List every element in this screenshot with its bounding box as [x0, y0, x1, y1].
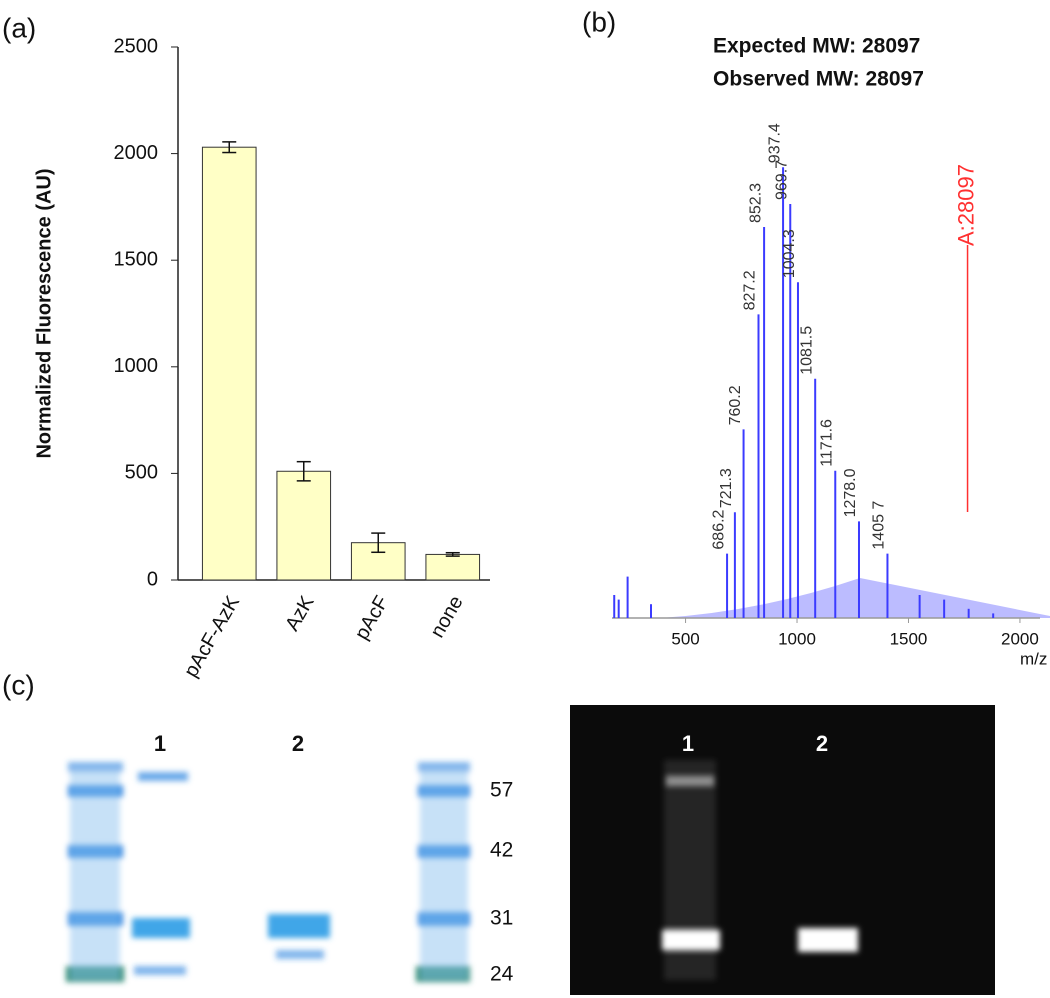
marker-label: 31 — [490, 907, 513, 930]
bar — [201, 146, 257, 581]
peak-label: 721.3 — [718, 468, 735, 508]
peak-label: 827.2 — [742, 270, 759, 310]
chart-title: Observed MW: 28097 — [713, 68, 924, 91]
panel-label: (b) — [582, 6, 616, 37]
x-tick-label: 2000 — [1001, 629, 1039, 648]
bar — [425, 553, 481, 581]
bar — [276, 470, 332, 581]
error-bar — [222, 141, 237, 154]
y-tick-label: 0 — [147, 568, 158, 590]
error-bar — [371, 532, 386, 554]
x-tick-label: 1500 — [890, 629, 928, 648]
peak-label: 1004.3 — [781, 229, 798, 278]
peak-label: 1405 7 — [871, 501, 888, 550]
peak-label: 1171.6 — [818, 419, 835, 467]
peak-label: 1278.0 — [842, 468, 859, 517]
peak-label: 760.2 — [727, 385, 744, 425]
chart-title: Expected MW: 28097 — [713, 35, 920, 58]
panel-label: (c) — [2, 669, 35, 700]
peak-label: 969.7 — [773, 160, 790, 200]
peak-label: 937.4 — [766, 123, 783, 163]
y-tick-label: 500 — [125, 462, 158, 484]
x-tick-label: pAcF-AzK — [180, 592, 244, 682]
x-tick-label: 1000 — [778, 629, 816, 648]
x-axis-label: m/z — [1020, 649, 1047, 668]
error-bar — [296, 460, 311, 482]
coomassie-gel — [66, 762, 470, 982]
y-tick-label: 2500 — [114, 35, 159, 57]
x-tick-label: AzK — [281, 592, 319, 635]
marker-label: 24 — [490, 963, 514, 986]
x-tick-label: 500 — [671, 629, 699, 648]
y-tick-label: 2000 — [114, 142, 159, 164]
spectrum-envelope — [660, 578, 1050, 618]
error-bar — [445, 551, 460, 557]
fluorescence-bands — [662, 760, 858, 980]
x-tick-label: pAcF — [351, 592, 393, 643]
panel-label: (a) — [2, 12, 36, 43]
marker-label: 42 — [490, 839, 513, 862]
y-tick-label: 1000 — [114, 355, 159, 377]
lane-label: 2 — [292, 731, 304, 756]
y-axis-label: Normalized Fluorescence (AU) — [33, 168, 55, 458]
lane-label: 1 — [682, 731, 694, 756]
lane-label: 1 — [154, 731, 166, 756]
annotation-label: A:28097 — [953, 164, 978, 246]
peak-label: 852.3 — [747, 183, 764, 223]
y-tick-label: 1500 — [114, 248, 159, 270]
lane-label: 2 — [816, 731, 828, 756]
peak-label: 1081.5 — [798, 326, 815, 375]
marker-label: 57 — [490, 779, 513, 802]
fluorescence-gel — [570, 705, 995, 995]
peak-label: 686.2 — [710, 509, 727, 549]
x-tick-label: none — [426, 592, 467, 642]
